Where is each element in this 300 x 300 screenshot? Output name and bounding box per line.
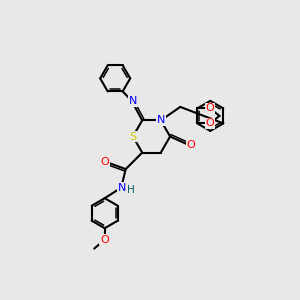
Text: O: O <box>206 118 214 128</box>
Text: O: O <box>100 235 109 244</box>
Text: N: N <box>118 183 126 193</box>
Text: O: O <box>206 103 214 113</box>
Text: O: O <box>187 140 196 151</box>
Text: S: S <box>129 131 137 142</box>
Text: H: H <box>127 185 135 195</box>
Text: N: N <box>129 96 137 106</box>
Text: O: O <box>100 157 109 166</box>
Text: N: N <box>157 116 165 125</box>
